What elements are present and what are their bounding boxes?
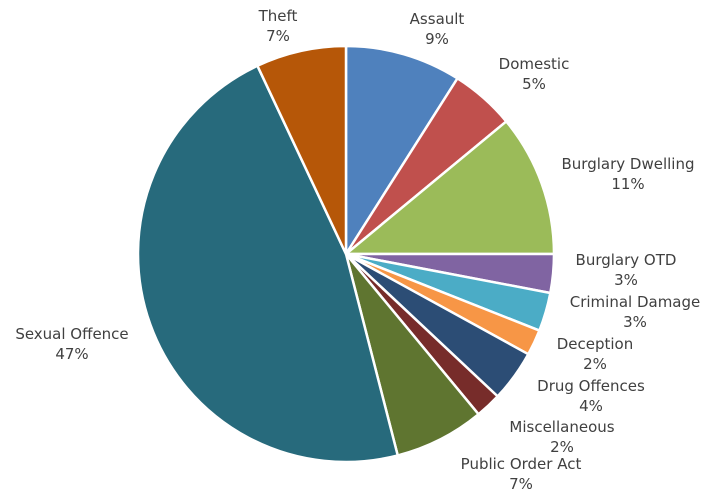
slice-label-percent: 47% [55, 345, 88, 363]
slice-label-percent: 7% [509, 475, 533, 493]
slice-label-name: Deception [557, 335, 634, 353]
slice-label-percent: 3% [614, 271, 638, 289]
slice-label-percent: 5% [522, 75, 546, 93]
slice-label-burglary-dwelling: Burglary Dwelling 11% [562, 155, 695, 193]
slice-label-name: Burglary Dwelling [562, 155, 695, 173]
slice-label-name: Theft [258, 7, 298, 25]
slice-label-theft: Theft 7% [258, 7, 298, 45]
slice-label-burglary-otd: Burglary OTD 3% [576, 251, 677, 289]
slice-label-name: Criminal Damage [570, 293, 701, 311]
slice-label-deception: Deception 2% [557, 335, 634, 373]
slice-label-percent: 9% [425, 30, 449, 48]
slice-label-percent: 11% [611, 175, 644, 193]
slice-label-percent: 7% [266, 27, 290, 45]
slice-label-name: Sexual Offence [15, 325, 128, 343]
slice-label-miscellaneous: Miscellaneous 2% [509, 418, 614, 456]
slice-label-percent: 2% [583, 355, 607, 373]
slice-label-percent: 3% [623, 313, 647, 331]
slice-label-drug-offences: Drug Offences 4% [537, 377, 645, 415]
slice-label-name: Public Order Act [461, 455, 582, 473]
slice-label-percent: 2% [550, 438, 574, 456]
slice-label-assault: Assault 9% [410, 10, 465, 48]
slice-label-public-order-act: Public Order Act 7% [461, 455, 582, 493]
pie-slice-burglary-dwelling [344, 120, 556, 256]
slice-label-criminal-damage: Criminal Damage 3% [570, 293, 701, 331]
slice-label-sexual-offence: Sexual Offence 47% [15, 325, 128, 363]
slice-label-name: Miscellaneous [509, 418, 614, 436]
slice-label-name: Domestic [499, 55, 570, 73]
pie-slices [136, 44, 556, 464]
pie-slice-assault [344, 44, 459, 256]
pie-labels: Assault 9%Domestic 5%Burglary Dwelling 11%B… [15, 7, 700, 493]
pie-slice-sexual-offence [136, 64, 399, 464]
slice-label-domestic: Domestic 5% [499, 55, 570, 93]
slice-label-name: Drug Offences [537, 377, 645, 395]
slice-label-percent: 4% [579, 397, 603, 415]
slice-label-name: Burglary OTD [576, 251, 677, 269]
pie-slice-theft [256, 44, 348, 256]
slice-label-name: Assault [410, 10, 465, 28]
